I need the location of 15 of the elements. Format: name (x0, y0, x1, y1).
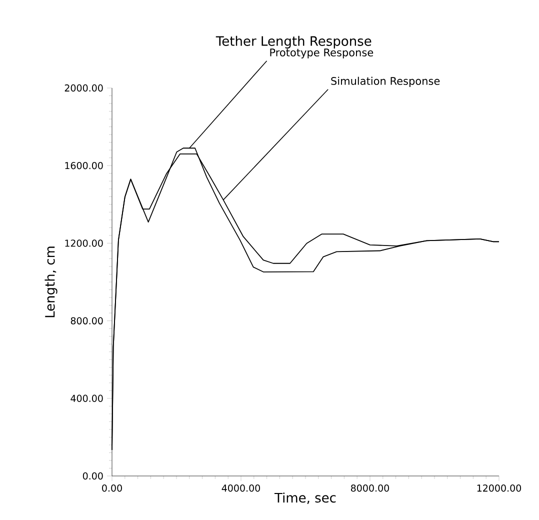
y-tick-label: 800.00 (70, 317, 103, 324)
y-tick-label: 400.00 (70, 394, 103, 402)
annotation: Simulation Response (331, 76, 440, 87)
y-tick-label: 0.00 (82, 472, 103, 480)
y-tick-label: 1200.00 (65, 240, 103, 247)
x-tick-label: 8000.00 (351, 484, 389, 492)
x-tick-label: 0.00 (102, 484, 122, 492)
x-tick-label: 12000.00 (477, 484, 522, 492)
y-tick-label: 2000.00 (64, 84, 103, 92)
y-axis-title: Length, cm (44, 246, 58, 318)
annotation: Prototype Response (270, 48, 374, 58)
chart-title: Tether Length Response (216, 36, 372, 48)
x-axis-title: Time, sec (274, 492, 336, 504)
x-tick-label: 4000.00 (222, 484, 260, 492)
y-tick-label: 1600.00 (65, 162, 103, 170)
